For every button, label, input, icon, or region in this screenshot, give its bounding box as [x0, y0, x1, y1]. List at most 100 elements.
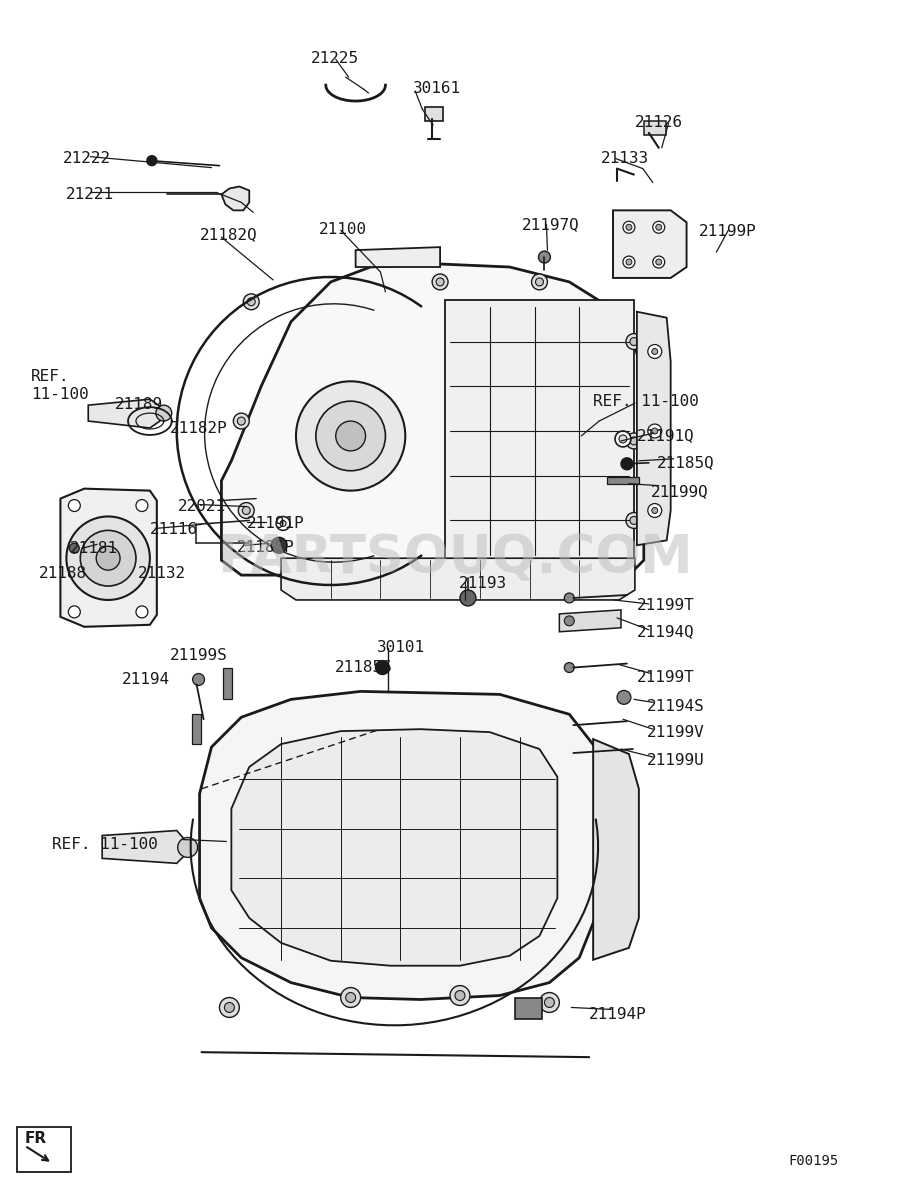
Text: REF. 11-100: REF. 11-100 — [53, 837, 158, 851]
Circle shape — [243, 507, 250, 514]
Text: 21182Q: 21182Q — [200, 227, 257, 242]
Bar — [192, 715, 201, 744]
Polygon shape — [637, 312, 671, 545]
Circle shape — [450, 985, 470, 1005]
Circle shape — [626, 513, 642, 528]
Circle shape — [564, 721, 574, 730]
Circle shape — [66, 516, 150, 599]
Text: 21185Q: 21185Q — [657, 455, 714, 470]
Circle shape — [315, 401, 385, 471]
Text: 21185P: 21185P — [237, 540, 295, 556]
Text: 21199V: 21199V — [647, 725, 704, 741]
Text: 21185S: 21185S — [335, 660, 393, 674]
Text: 21194: 21194 — [122, 672, 170, 686]
Text: FR: FR — [25, 1131, 46, 1147]
Text: 22021: 22021 — [177, 499, 225, 514]
Circle shape — [345, 992, 355, 1003]
Text: 30161: 30161 — [414, 81, 462, 96]
Text: 21199T: 21199T — [637, 598, 694, 612]
Bar — [224, 667, 233, 699]
Text: 21197Q: 21197Q — [522, 217, 579, 233]
Bar — [16, 1126, 71, 1173]
Polygon shape — [281, 558, 634, 599]
Text: 21193: 21193 — [459, 576, 507, 591]
Polygon shape — [60, 489, 157, 627]
Circle shape — [626, 259, 632, 265]
Text: F00195: F00195 — [789, 1154, 839, 1168]
Circle shape — [652, 429, 658, 434]
Text: 21133: 21133 — [601, 151, 649, 166]
Text: 21181: 21181 — [70, 541, 118, 557]
Circle shape — [652, 508, 658, 514]
Text: PARTSOUQ.COM: PARTSOUQ.COM — [216, 532, 693, 584]
Text: 21199Q: 21199Q — [651, 483, 708, 499]
Polygon shape — [200, 691, 595, 999]
Circle shape — [68, 500, 80, 512]
Bar — [607, 477, 639, 483]
Circle shape — [626, 334, 642, 349]
Text: REF.
11-100: REF. 11-100 — [31, 369, 88, 401]
Circle shape — [621, 458, 633, 470]
Text: 21225: 21225 — [311, 51, 359, 66]
Circle shape — [617, 691, 631, 704]
Circle shape — [626, 224, 632, 230]
Circle shape — [247, 298, 255, 306]
Circle shape — [630, 337, 638, 345]
Polygon shape — [445, 300, 634, 560]
Text: 21194P: 21194P — [589, 1008, 647, 1022]
Circle shape — [234, 413, 249, 429]
Circle shape — [455, 991, 464, 1001]
Text: 30101: 30101 — [376, 640, 425, 655]
Circle shape — [237, 417, 245, 425]
Circle shape — [538, 252, 551, 264]
Circle shape — [375, 661, 389, 674]
Polygon shape — [355, 247, 440, 267]
Circle shape — [544, 997, 554, 1008]
Bar — [514, 997, 543, 1020]
Circle shape — [460, 590, 476, 605]
Text: 21189: 21189 — [115, 398, 164, 412]
Polygon shape — [88, 399, 160, 429]
Text: 21191Q: 21191Q — [637, 429, 694, 443]
Circle shape — [655, 259, 662, 265]
Circle shape — [69, 544, 79, 553]
Text: 21199P: 21199P — [698, 224, 756, 240]
Bar — [644, 121, 665, 135]
Circle shape — [652, 349, 658, 355]
Text: 21199U: 21199U — [647, 753, 704, 768]
Circle shape — [296, 381, 405, 490]
Text: 21116: 21116 — [150, 522, 198, 538]
Polygon shape — [232, 729, 557, 966]
Circle shape — [432, 274, 448, 290]
Circle shape — [335, 421, 365, 451]
Polygon shape — [222, 264, 644, 576]
Circle shape — [532, 274, 547, 290]
Circle shape — [653, 256, 664, 268]
Circle shape — [564, 748, 574, 758]
Circle shape — [564, 594, 574, 603]
Text: 21182P: 21182P — [170, 421, 227, 436]
Circle shape — [341, 988, 361, 1008]
Circle shape — [96, 546, 120, 570]
Bar — [425, 107, 443, 121]
Text: 21191P: 21191P — [247, 516, 305, 532]
Circle shape — [648, 344, 662, 358]
Text: 21100: 21100 — [319, 222, 367, 237]
Circle shape — [653, 221, 664, 233]
Circle shape — [136, 500, 148, 512]
Circle shape — [193, 673, 205, 685]
Circle shape — [147, 155, 157, 166]
Circle shape — [244, 294, 259, 310]
Polygon shape — [594, 740, 639, 960]
Circle shape — [155, 405, 172, 421]
Circle shape — [623, 221, 634, 233]
Circle shape — [225, 1003, 235, 1013]
Polygon shape — [102, 831, 184, 863]
Text: 21188: 21188 — [38, 566, 86, 582]
Circle shape — [623, 256, 634, 268]
Circle shape — [630, 516, 638, 525]
Polygon shape — [613, 210, 686, 278]
Circle shape — [271, 538, 287, 553]
Circle shape — [615, 431, 631, 446]
Circle shape — [539, 992, 559, 1013]
